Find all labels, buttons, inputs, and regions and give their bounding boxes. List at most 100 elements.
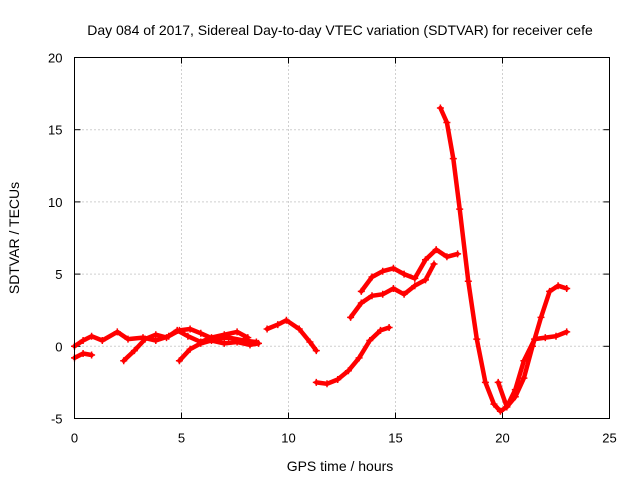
data-point — [98, 337, 106, 344]
data-series — [71, 104, 571, 415]
data-point — [197, 339, 205, 347]
series-line — [438, 105, 569, 414]
data-point — [554, 282, 562, 290]
data-point — [295, 325, 303, 333]
data-point — [244, 334, 252, 342]
data-point — [456, 205, 464, 213]
data-point — [496, 407, 504, 415]
data-point — [88, 332, 96, 340]
data-point — [400, 290, 408, 298]
data-point — [464, 277, 472, 285]
data-point — [355, 354, 363, 362]
data-point — [274, 321, 282, 329]
y-tick-label: 10 — [48, 195, 62, 210]
data-point — [443, 253, 451, 261]
x-tick-label: 25 — [602, 431, 616, 446]
data-point — [246, 341, 254, 349]
axis-ticks: 0 5 10 15 20 25 -5 0 5 10 15 20 — [48, 51, 617, 446]
data-point — [563, 285, 571, 292]
data-point — [473, 335, 481, 343]
y-tick-label: 20 — [48, 51, 62, 66]
data-point — [312, 378, 320, 386]
x-tick-label: 15 — [388, 431, 402, 446]
data-point — [443, 119, 451, 126]
data-point — [481, 378, 489, 386]
data-point — [233, 328, 241, 336]
data-point — [186, 325, 194, 333]
data-point — [454, 250, 462, 258]
data-point — [537, 313, 545, 321]
data-point — [552, 332, 560, 340]
data-point — [220, 331, 228, 339]
x-tick-label: 10 — [281, 431, 295, 446]
data-point — [368, 292, 376, 300]
data-point — [163, 334, 170, 342]
y-axis-label: SDTVAR / TECUs — [6, 182, 22, 294]
x-tick-label: 20 — [495, 431, 509, 446]
data-point — [432, 246, 440, 254]
data-point — [511, 393, 519, 401]
data-point — [389, 264, 397, 272]
data-point — [430, 260, 438, 268]
data-point — [113, 328, 121, 336]
data-point — [436, 104, 444, 112]
y-tick-label: 5 — [55, 267, 62, 282]
data-point — [233, 338, 241, 346]
data-point — [520, 374, 528, 382]
data-point — [347, 313, 355, 321]
data-point — [323, 380, 331, 388]
y-tick-label: 0 — [55, 339, 62, 354]
data-point — [357, 299, 365, 307]
plot-frame — [74, 57, 610, 419]
data-point — [563, 328, 571, 336]
data-point — [79, 337, 87, 344]
data-point — [152, 331, 160, 339]
data-point — [422, 276, 429, 284]
data-point — [186, 345, 194, 353]
x-tick-label: 0 — [71, 431, 78, 446]
data-point — [411, 274, 419, 282]
y-tick-label: 15 — [48, 123, 62, 138]
data-point — [124, 335, 132, 343]
data-point — [282, 316, 290, 324]
data-point — [546, 287, 554, 295]
data-point — [141, 335, 149, 343]
data-point — [520, 357, 528, 365]
data-point — [422, 256, 429, 264]
data-point — [255, 339, 262, 347]
data-point — [344, 367, 352, 375]
data-point — [263, 325, 271, 333]
data-point — [379, 290, 387, 298]
data-point — [79, 350, 87, 357]
data-point — [389, 285, 397, 292]
series-line — [359, 247, 460, 294]
data-point — [400, 270, 408, 278]
data-point — [120, 357, 128, 365]
data-point — [312, 347, 320, 355]
data-point — [379, 267, 387, 275]
data-point — [208, 337, 215, 344]
data-point — [197, 329, 205, 337]
data-point — [529, 342, 536, 350]
data-point — [175, 357, 183, 365]
data-point — [130, 347, 138, 355]
y-tick-label: -5 — [51, 412, 63, 427]
data-point — [494, 378, 502, 386]
chart-title: Day 084 of 2017, Sidereal Day-to-day VTE… — [87, 22, 593, 38]
data-point — [541, 334, 549, 342]
data-point — [449, 155, 457, 163]
data-point — [411, 282, 419, 290]
data-point — [184, 332, 192, 340]
data-point — [377, 326, 384, 334]
data-point — [357, 287, 365, 295]
data-point — [88, 351, 96, 359]
data-point — [368, 273, 376, 281]
data-point — [306, 338, 314, 346]
data-point — [173, 326, 181, 334]
data-point — [503, 403, 511, 411]
data-point — [385, 324, 393, 331]
data-point — [366, 337, 374, 344]
x-tick-label: 5 — [178, 431, 185, 446]
